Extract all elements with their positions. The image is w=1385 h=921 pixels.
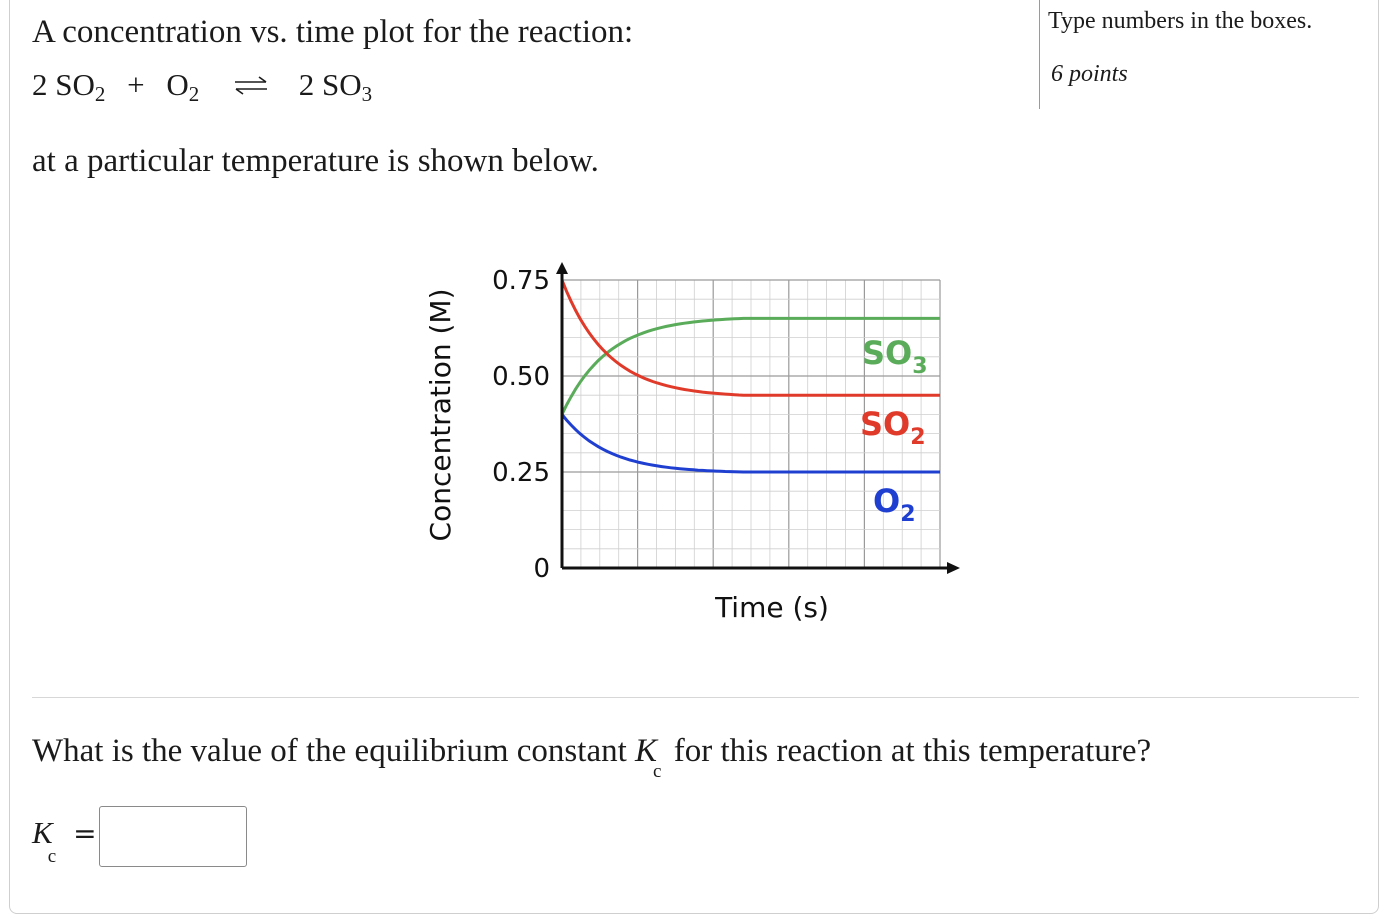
series-label-so3: SO3 xyxy=(862,334,928,379)
side-panel: Type numbers in the boxes. 6 points xyxy=(1039,0,1312,109)
plus-sign: + xyxy=(127,67,145,102)
series-line-so3 xyxy=(560,316,940,416)
x-axis-label: Time (s) xyxy=(714,591,829,624)
y-axis-arrow-icon xyxy=(556,262,568,274)
series-line-so2 xyxy=(560,279,940,397)
series-label-so2: SO2 xyxy=(860,405,926,450)
y-axis-label: Concentration (M) xyxy=(424,289,457,542)
question-text: What is the value of the equilibrium con… xyxy=(32,733,1152,782)
kc-answer-label: Kc= xyxy=(32,815,97,867)
chart-curves xyxy=(560,279,940,474)
section-divider xyxy=(32,697,1359,698)
reactant-o2: O2 xyxy=(166,67,200,106)
temperature-text: at a particular temperature is shown bel… xyxy=(32,143,599,179)
instructions-text: Type numbers in the boxes. xyxy=(1048,8,1313,34)
x-axis-arrow-icon xyxy=(947,562,960,574)
series-labels: SO3 SO2 O2 xyxy=(860,334,928,527)
y-tick-label: 0.50 xyxy=(492,362,550,392)
series-label-o2: O2 xyxy=(873,482,916,527)
y-tick-label: 0.75 xyxy=(492,266,550,296)
y-tick-label: 0.25 xyxy=(492,458,550,488)
intro-text: A concentration vs. time plot for the re… xyxy=(32,14,634,50)
product-so3: 2 SO3 xyxy=(298,67,373,106)
y-tick-labels: 0.75 0.50 0.25 0 xyxy=(492,266,550,584)
kc-answer-input[interactable] xyxy=(99,806,247,867)
reaction-equation: 2 SO2 + O2 2 SO3 xyxy=(32,67,372,107)
chart-axes xyxy=(556,262,960,574)
points-text: 6 points xyxy=(1051,61,1128,87)
series-line-o2 xyxy=(560,413,940,474)
reactant-so2: 2 SO2 xyxy=(32,67,106,106)
y-tick-label: 0 xyxy=(533,554,550,584)
concentration-time-chart: 0.75 0.50 0.25 0 Concentration (M) Time (s)… xyxy=(424,262,960,624)
kc-symbol: K xyxy=(635,733,658,769)
equilibrium-arrows-icon xyxy=(235,76,268,95)
